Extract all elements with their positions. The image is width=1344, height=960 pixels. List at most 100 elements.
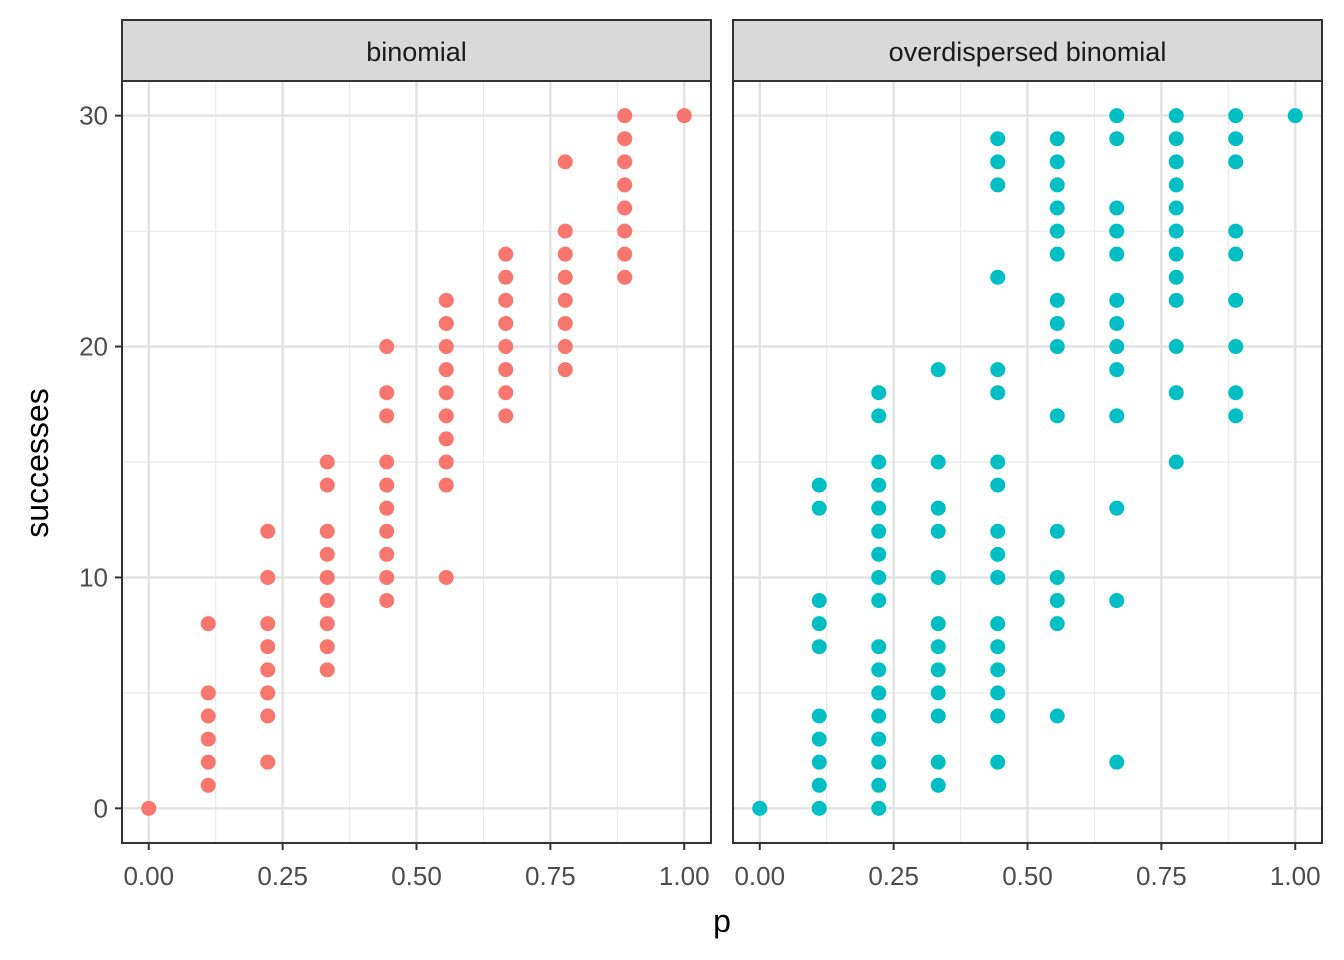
data-point bbox=[498, 246, 514, 262]
data-point bbox=[930, 500, 946, 516]
data-point bbox=[930, 569, 946, 585]
data-point bbox=[498, 269, 514, 285]
data-point bbox=[1228, 223, 1244, 239]
data-point bbox=[871, 708, 887, 724]
data-point bbox=[990, 477, 1006, 493]
data-point bbox=[1228, 385, 1244, 401]
data-point bbox=[1109, 315, 1125, 331]
data-point bbox=[557, 292, 573, 308]
data-point bbox=[990, 754, 1006, 770]
data-point bbox=[200, 731, 216, 747]
data-point bbox=[200, 708, 216, 724]
data-point bbox=[1049, 154, 1065, 170]
data-point bbox=[811, 593, 827, 609]
data-point bbox=[319, 546, 335, 562]
y-tick-label: 20 bbox=[79, 332, 108, 362]
data-point bbox=[930, 362, 946, 378]
data-point bbox=[930, 454, 946, 470]
data-point bbox=[811, 800, 827, 816]
data-point bbox=[1168, 454, 1184, 470]
data-point bbox=[1049, 177, 1065, 193]
data-point bbox=[871, 777, 887, 793]
data-point bbox=[871, 477, 887, 493]
data-point bbox=[1109, 200, 1125, 216]
data-point bbox=[1109, 593, 1125, 609]
data-point bbox=[930, 662, 946, 678]
x-tick-label: 0.00 bbox=[123, 861, 174, 891]
data-point bbox=[1049, 339, 1065, 355]
data-point bbox=[260, 685, 276, 701]
data-point bbox=[990, 385, 1006, 401]
data-point bbox=[1168, 246, 1184, 262]
data-point bbox=[438, 431, 454, 447]
data-point bbox=[379, 546, 395, 562]
data-point bbox=[379, 500, 395, 516]
data-point bbox=[379, 569, 395, 585]
data-point bbox=[498, 292, 514, 308]
data-point bbox=[1228, 292, 1244, 308]
data-point bbox=[990, 454, 1006, 470]
data-point bbox=[811, 754, 827, 770]
data-point bbox=[1049, 246, 1065, 262]
data-point bbox=[260, 662, 276, 678]
data-point bbox=[498, 362, 514, 378]
data-point bbox=[498, 339, 514, 355]
data-point bbox=[1049, 315, 1065, 331]
x-tick-label: 0.50 bbox=[1002, 861, 1053, 891]
data-point bbox=[930, 685, 946, 701]
x-tick-label: 0.50 bbox=[391, 861, 442, 891]
y-tick-label: 30 bbox=[79, 101, 108, 131]
data-point bbox=[871, 685, 887, 701]
x-tick-label: 0.25 bbox=[868, 861, 919, 891]
data-point bbox=[1049, 708, 1065, 724]
data-point bbox=[260, 708, 276, 724]
data-point bbox=[1168, 339, 1184, 355]
data-point bbox=[617, 108, 633, 124]
data-point bbox=[1228, 339, 1244, 355]
y-tick-label: 10 bbox=[79, 562, 108, 592]
data-point bbox=[811, 639, 827, 655]
data-point bbox=[990, 131, 1006, 147]
data-point bbox=[930, 639, 946, 655]
data-point bbox=[260, 616, 276, 632]
data-point bbox=[438, 292, 454, 308]
data-point bbox=[200, 777, 216, 793]
data-point bbox=[260, 639, 276, 655]
data-point bbox=[871, 800, 887, 816]
data-point bbox=[1168, 154, 1184, 170]
data-point bbox=[438, 362, 454, 378]
data-point bbox=[1287, 108, 1303, 124]
data-point bbox=[871, 385, 887, 401]
data-point bbox=[557, 154, 573, 170]
data-point bbox=[1049, 223, 1065, 239]
data-point bbox=[379, 408, 395, 424]
data-point bbox=[557, 223, 573, 239]
facet-strip bbox=[121, 19, 712, 82]
data-point bbox=[319, 593, 335, 609]
data-point bbox=[1168, 177, 1184, 193]
data-point bbox=[871, 523, 887, 539]
data-point bbox=[811, 777, 827, 793]
data-point bbox=[930, 523, 946, 539]
data-point bbox=[990, 662, 1006, 678]
data-point bbox=[379, 454, 395, 470]
data-point bbox=[1109, 754, 1125, 770]
data-point bbox=[260, 754, 276, 770]
data-point bbox=[498, 408, 514, 424]
data-point bbox=[438, 385, 454, 401]
data-point bbox=[990, 177, 1006, 193]
data-point bbox=[319, 569, 335, 585]
data-point bbox=[1228, 154, 1244, 170]
data-point bbox=[1049, 292, 1065, 308]
facet-strip-label: binomial bbox=[366, 37, 467, 67]
facet-strip bbox=[732, 19, 1323, 82]
data-point bbox=[260, 523, 276, 539]
y-axis-title: successes bbox=[19, 388, 55, 537]
data-point bbox=[1049, 593, 1065, 609]
data-point bbox=[379, 523, 395, 539]
panel-1: binomial 0.00 0.25 0.50 0.75 1.00 0 10 20 30 bbox=[79, 19, 712, 891]
data-point bbox=[379, 593, 395, 609]
x-tick-label: 1.00 bbox=[1270, 861, 1321, 891]
data-point bbox=[811, 616, 827, 632]
data-point bbox=[871, 408, 887, 424]
